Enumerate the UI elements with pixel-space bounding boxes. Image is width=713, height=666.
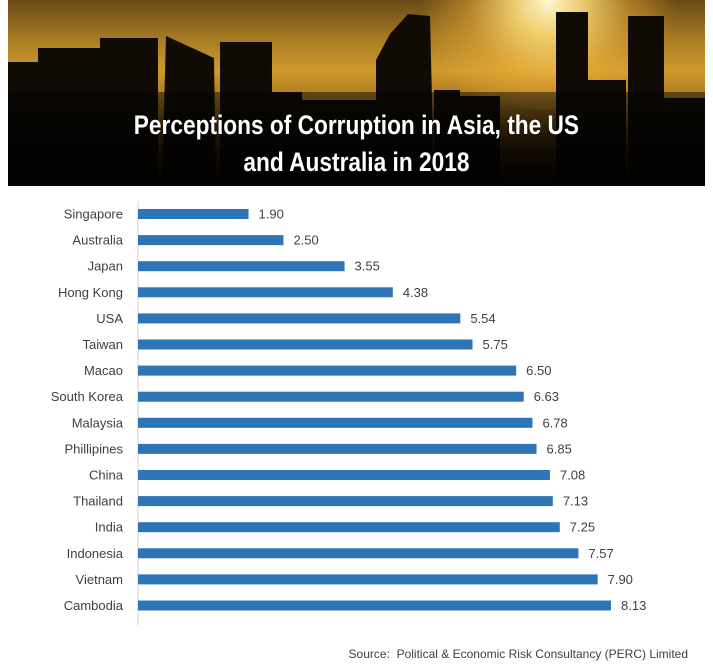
chart-title-line-2: and Australia in 2018 xyxy=(243,147,470,177)
category-tick-label: Vietnam xyxy=(76,572,123,587)
data-label: 7.90 xyxy=(608,572,633,587)
bar xyxy=(138,339,473,350)
category-tick-label: Cambodia xyxy=(64,598,124,613)
bar xyxy=(138,391,524,402)
bar xyxy=(138,574,598,585)
category-tick-label: Phillipines xyxy=(64,441,123,456)
data-label: 6.78 xyxy=(542,415,567,430)
bar xyxy=(138,287,393,298)
chart-title: Perceptions of Corruption in Asia, the U… xyxy=(64,107,649,181)
bar xyxy=(138,209,249,219)
data-label: 6.50 xyxy=(526,363,551,378)
bar xyxy=(138,600,611,611)
bar xyxy=(138,548,579,559)
data-label: 5.75 xyxy=(483,337,508,352)
bar xyxy=(138,443,537,454)
data-label: 2.50 xyxy=(293,233,318,248)
data-label: 3.55 xyxy=(355,259,380,274)
data-label: 7.25 xyxy=(570,520,595,535)
bar xyxy=(138,522,560,533)
category-tick-label: Taiwan xyxy=(83,337,123,352)
category-tick-label: Hong Kong xyxy=(58,285,123,300)
category-tick-label: Australia xyxy=(72,233,123,248)
category-tick-label: USA xyxy=(96,311,123,326)
category-tick-label: Japan xyxy=(88,259,123,274)
category-tick-label: Macao xyxy=(84,363,123,378)
category-tick-label: South Korea xyxy=(51,389,124,404)
title-backdrop xyxy=(8,92,705,186)
title-banner: Perceptions of Corruption in Asia, the U… xyxy=(8,0,705,186)
bar xyxy=(138,235,284,246)
category-tick-label: India xyxy=(95,520,124,535)
source-note: Source: Political & Economic Risk Consul… xyxy=(348,647,688,661)
data-label: 6.63 xyxy=(534,389,559,404)
data-label: 6.85 xyxy=(547,441,572,456)
data-label: 7.13 xyxy=(563,494,588,509)
bar xyxy=(138,470,550,480)
category-tick-label: Thailand xyxy=(73,494,123,509)
category-tick-label: Singapore xyxy=(64,207,123,222)
bar xyxy=(138,496,553,507)
data-label: 5.54 xyxy=(470,311,495,326)
chart-title-line-1: Perceptions of Corruption in Asia, the U… xyxy=(133,110,580,140)
category-tick-label: China xyxy=(89,468,124,483)
bar-chart: Singapore 1.90 Australia 2.50 Japan 3.55 Hong … xyxy=(51,201,646,626)
data-label: 7.57 xyxy=(588,546,613,561)
category-tick-label: Indonesia xyxy=(67,546,124,561)
bar xyxy=(138,313,461,324)
bar xyxy=(138,261,345,272)
data-label: 7.08 xyxy=(560,468,585,483)
category-tick-label: Malaysia xyxy=(72,415,124,430)
bar xyxy=(138,365,517,376)
data-label: 1.90 xyxy=(259,207,284,222)
bar xyxy=(138,417,533,428)
data-label: 4.38 xyxy=(403,285,428,300)
data-label: 8.13 xyxy=(621,598,646,613)
